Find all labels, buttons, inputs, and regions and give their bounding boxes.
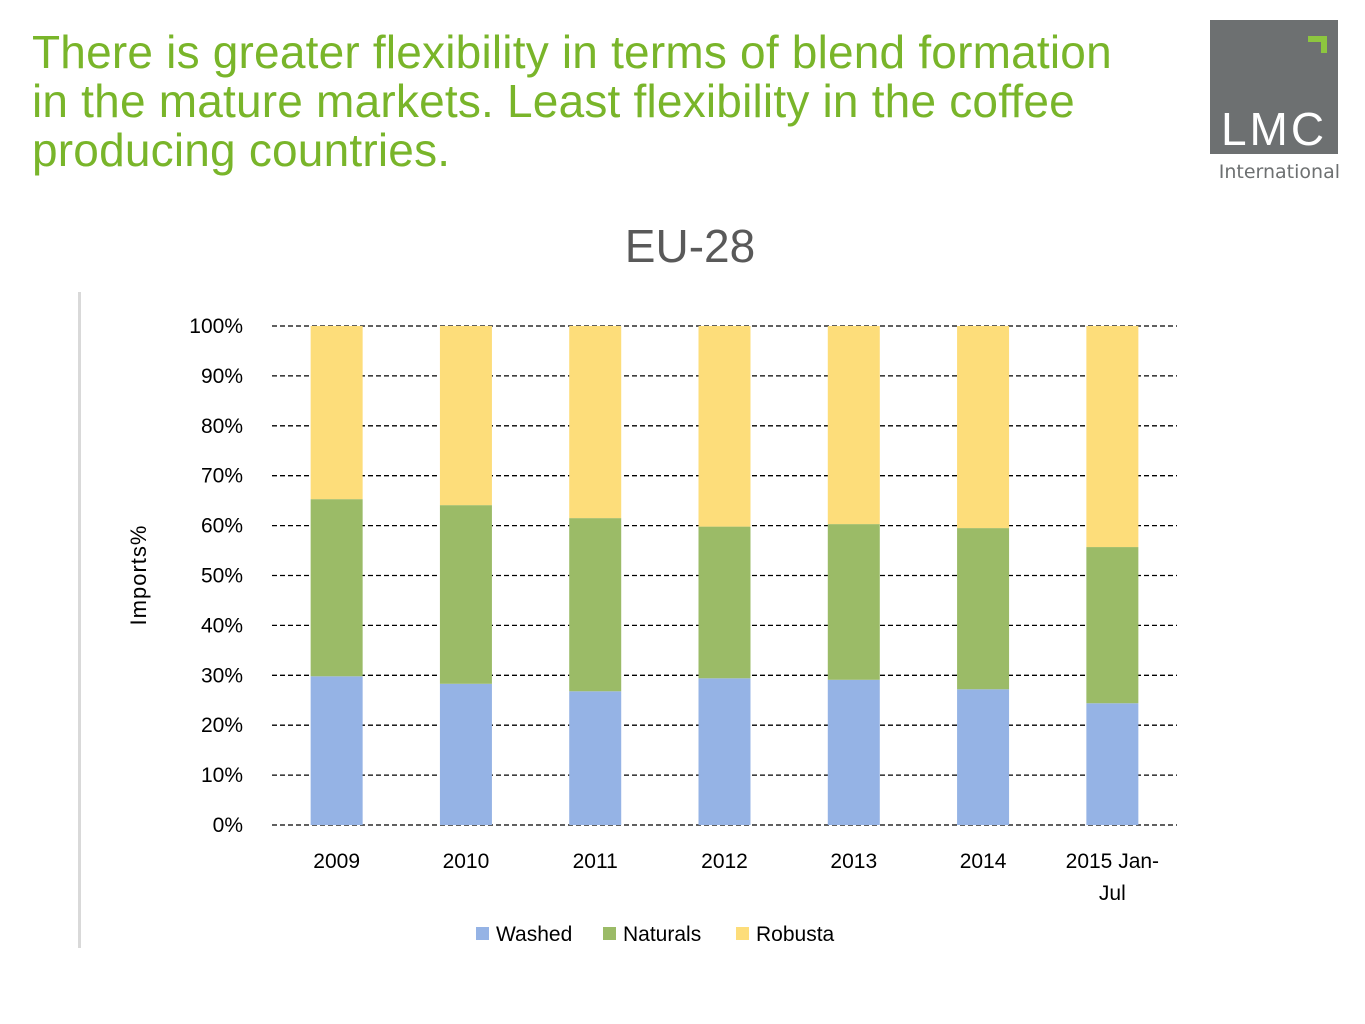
y-tick-label: 80% bbox=[201, 415, 243, 438]
bar-segment-naturals bbox=[439, 505, 492, 684]
y-tick-label: 0% bbox=[213, 814, 243, 837]
legend-label-naturals: Naturals bbox=[623, 923, 701, 946]
logo-subtitle: International bbox=[1218, 161, 1340, 183]
y-axis-title: Imports% bbox=[126, 525, 151, 626]
bar-segment-robusta bbox=[698, 326, 751, 527]
x-tick-label: 2013 bbox=[830, 850, 877, 873]
x-tick-label: 2014 bbox=[960, 850, 1007, 873]
bar-segment-robusta bbox=[569, 326, 622, 519]
bar-segment-washed bbox=[827, 679, 880, 825]
logo-mark: LMC bbox=[1220, 103, 1328, 155]
y-tick-label: 70% bbox=[201, 465, 243, 488]
x-tick-label: 2012 bbox=[701, 850, 748, 873]
bar-segment-washed bbox=[698, 678, 751, 825]
y-tick-label: 20% bbox=[201, 714, 243, 737]
x-tick-label: 2015 Jan-Jul bbox=[1066, 850, 1159, 905]
bar-segment-naturals bbox=[569, 518, 622, 692]
logo-corner-icon bbox=[1308, 36, 1327, 53]
bar-segment-robusta bbox=[957, 326, 1010, 529]
bar-segment-robusta bbox=[310, 326, 363, 500]
x-tick-labels: 2009 2010 2011 2012 2013 2014 2015 Jan-Jul bbox=[313, 850, 1159, 905]
legend-label-washed: Washed bbox=[496, 923, 572, 946]
y-tick-label: 10% bbox=[201, 764, 243, 787]
lmc-logo bbox=[1210, 20, 1338, 154]
bar-segment-naturals bbox=[827, 524, 880, 680]
bar-segment-washed bbox=[957, 689, 1010, 825]
y-tick-label: 40% bbox=[201, 614, 243, 637]
bar-segment-robusta bbox=[1086, 326, 1139, 548]
y-tick-label: 100% bbox=[189, 315, 243, 338]
bar-segment-washed bbox=[310, 676, 363, 825]
bar-segment-naturals bbox=[957, 528, 1010, 690]
bar-segment-naturals bbox=[698, 526, 751, 679]
x-tick-label: 2010 bbox=[443, 850, 490, 873]
bar-segment-robusta bbox=[827, 326, 880, 525]
legend-swatch-washed bbox=[476, 927, 489, 940]
bar-segment-naturals bbox=[310, 499, 363, 677]
bar-segment-washed bbox=[1086, 703, 1139, 825]
legend-swatch-robusta bbox=[736, 927, 749, 940]
x-tick-label: 2011 bbox=[573, 850, 618, 873]
legend-swatch-naturals bbox=[603, 927, 616, 940]
bar-segment-washed bbox=[439, 683, 492, 825]
slide-headline: There is greater flexibility in terms of… bbox=[32, 26, 1112, 176]
y-tick-label: 60% bbox=[201, 515, 243, 538]
bar-segment-robusta bbox=[439, 326, 492, 506]
bar-segment-naturals bbox=[1086, 547, 1139, 704]
x-tick-label: 2009 bbox=[313, 850, 360, 873]
legend-label-robusta: Robusta bbox=[756, 923, 835, 946]
y-tick-labels: 0% 10% 20% 30% 40% 50% 60% 70% 80% 90% 100% bbox=[189, 315, 243, 837]
legend: Washed Naturals Robusta bbox=[476, 923, 835, 946]
bars bbox=[310, 326, 1139, 825]
chart-title: EU-28 bbox=[624, 220, 756, 272]
y-tick-label: 50% bbox=[201, 565, 243, 588]
divider-line bbox=[78, 292, 81, 948]
y-tick-label: 90% bbox=[201, 365, 243, 388]
bar-segment-washed bbox=[569, 691, 622, 825]
y-tick-label: 30% bbox=[201, 664, 243, 687]
